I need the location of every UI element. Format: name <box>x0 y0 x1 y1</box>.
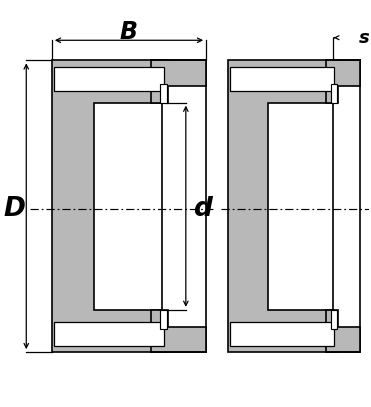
Bar <box>331 84 337 103</box>
Bar <box>54 322 164 346</box>
Text: B: B <box>120 20 138 44</box>
Bar <box>230 67 334 91</box>
Bar <box>160 84 167 103</box>
Polygon shape <box>326 310 360 352</box>
Polygon shape <box>228 61 338 352</box>
Bar <box>160 61 162 352</box>
Bar <box>160 310 167 329</box>
Polygon shape <box>326 61 360 103</box>
Text: s: s <box>358 29 369 47</box>
Bar <box>331 310 337 329</box>
Bar <box>230 322 334 346</box>
Text: D: D <box>3 196 25 222</box>
Bar <box>54 67 164 91</box>
Polygon shape <box>52 61 168 352</box>
Text: d: d <box>193 196 212 222</box>
Polygon shape <box>151 61 206 103</box>
Polygon shape <box>151 310 206 352</box>
